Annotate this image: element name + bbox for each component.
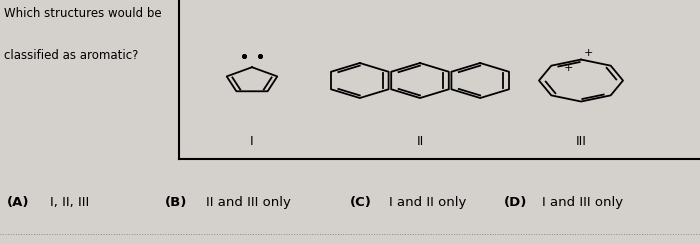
Text: II: II xyxy=(416,135,424,148)
Text: III: III xyxy=(575,135,587,148)
Text: +: + xyxy=(583,48,593,58)
Text: (C): (C) xyxy=(350,196,372,209)
Text: II and III only: II and III only xyxy=(206,196,291,209)
Text: I and III only: I and III only xyxy=(542,196,624,209)
Text: +: + xyxy=(564,63,573,73)
Text: (A): (A) xyxy=(7,196,29,209)
Text: (D): (D) xyxy=(504,196,527,209)
Text: I and II only: I and II only xyxy=(389,196,466,209)
Text: classified as aromatic?: classified as aromatic? xyxy=(4,49,138,62)
Text: I: I xyxy=(250,135,254,148)
Text: (B): (B) xyxy=(164,196,187,209)
Text: I, II, III: I, II, III xyxy=(50,196,90,209)
Text: Which structures would be: Which structures would be xyxy=(4,7,161,20)
